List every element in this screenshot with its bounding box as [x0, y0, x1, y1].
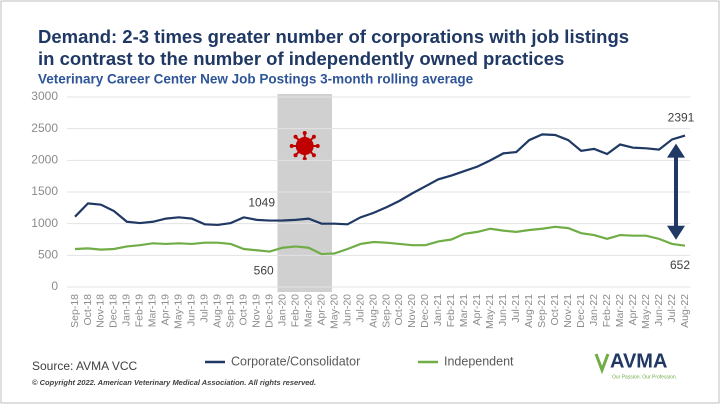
legend-label: Corporate/Consolidator [231, 354, 360, 368]
x-tick-label: Jul-21 [510, 294, 522, 323]
x-tick-label: Jan-22 [588, 294, 600, 326]
x-tick-label: Dec-21 [575, 294, 587, 328]
data-label: 560 [254, 264, 274, 278]
x-tick-label: Apr-22 [627, 294, 639, 326]
x-tick-label: Mar-19 [147, 294, 159, 327]
x-tick-label: Aug-19 [212, 294, 224, 328]
legend-label: Independent [444, 354, 514, 368]
x-tick-label: Jan-20 [276, 294, 288, 326]
x-tick-label: May-20 [328, 294, 340, 329]
x-tick-label: Mar-20 [302, 294, 314, 327]
logo-text: AVMA [610, 350, 667, 372]
virus-icon [295, 137, 314, 155]
line-series [74, 133, 686, 227]
y-tick-label: 0 [51, 279, 58, 293]
subtitle: Veterinary Career Center New Job Posting… [38, 72, 474, 87]
data-label: 2391 [668, 111, 695, 125]
logo-tagline: Our Passion. Our Profession. [612, 374, 677, 380]
x-tick-label: Mar-22 [614, 294, 626, 327]
gap-arrow-head [667, 143, 685, 158]
x-tick-label: Jun-19 [186, 294, 198, 326]
x-tick-label: Dec-19 [263, 294, 275, 328]
virus-spike-tip [289, 144, 294, 148]
x-tick-label: Feb-21 [445, 294, 457, 327]
shaded-period [277, 94, 332, 292]
x-tick-label: Feb-22 [601, 294, 613, 327]
x-tick-label: May-19 [173, 294, 185, 329]
x-tick-label: Apr-21 [471, 294, 483, 326]
x-tick-label: Sep-20 [380, 294, 392, 328]
x-tick-label: Oct-19 [238, 294, 250, 326]
y-tick-label: 1000 [31, 216, 58, 230]
source: Source: AVMA VCC [32, 359, 137, 373]
x-tick-label: Apr-19 [160, 294, 172, 326]
x-tick-label: Apr-20 [315, 294, 327, 326]
gap-arrow-head [667, 225, 685, 240]
x-tick-label: Sep-21 [536, 294, 548, 328]
virus-spike-tip [315, 144, 320, 148]
x-tick-label: Oct-21 [549, 294, 561, 326]
copyright: © Copyright 2022. American Veterinary Me… [32, 378, 316, 387]
x-tick-label: Oct-20 [393, 294, 405, 326]
x-tick-label: May-21 [484, 294, 496, 329]
x-tick-label: Dec-20 [419, 294, 431, 328]
virus-spike-tip [311, 134, 316, 139]
data-label: 652 [670, 258, 690, 272]
logo-mark [594, 353, 610, 375]
x-tick-label: Feb-19 [134, 294, 146, 327]
x-tick-label: Sep-18 [69, 294, 81, 328]
x-tick-label: Mar-21 [458, 294, 470, 327]
line-series [74, 225, 686, 256]
virus-spike-tip [302, 131, 307, 135]
x-tick-label: Jan-21 [432, 294, 444, 326]
data-label: 1049 [248, 196, 275, 210]
x-tick-label: Dec-18 [108, 294, 120, 328]
virus-spike-tip [311, 153, 316, 158]
x-tick-label: Feb-20 [289, 294, 301, 327]
logo: AVMA Our Passion. Our Profession. [594, 350, 677, 380]
x-tick-label: Nov-18 [95, 294, 107, 328]
x-tick-label: Jun-22 [653, 294, 665, 326]
y-tick-label: 2000 [31, 153, 58, 167]
chart-title: in contrast to the number of independent… [38, 48, 564, 69]
x-tick-label: Aug-20 [367, 294, 379, 328]
x-tick-label: Aug-22 [679, 294, 691, 328]
x-tick-label: Jun-21 [497, 294, 509, 326]
virus-spike-tip [293, 134, 298, 139]
x-tick-label: Jul-22 [666, 294, 678, 323]
x-tick-label: Aug-21 [523, 294, 535, 328]
x-tick-label: May-22 [640, 294, 652, 329]
y-tick-label: 2500 [31, 121, 58, 135]
chart-title: Demand: 2-3 times greater number of corp… [38, 26, 629, 47]
x-tick-label: Nov-21 [562, 294, 574, 328]
x-tick-label: Nov-20 [406, 294, 418, 328]
x-tick-label: Nov-19 [250, 294, 262, 328]
y-tick-label: 1500 [31, 184, 58, 198]
x-tick-label: Jan-19 [121, 294, 133, 326]
x-tick-label: Jul-19 [199, 294, 211, 323]
x-tick-label: Jun-20 [341, 294, 353, 326]
x-tick-label: Sep-19 [225, 294, 237, 328]
virus-spike-tip [293, 153, 298, 158]
y-tick-label: 3000 [31, 89, 58, 103]
x-tick-label: Jul-20 [354, 294, 366, 323]
x-tick-label: Oct-18 [82, 294, 94, 326]
y-tick-label: 500 [38, 248, 58, 262]
